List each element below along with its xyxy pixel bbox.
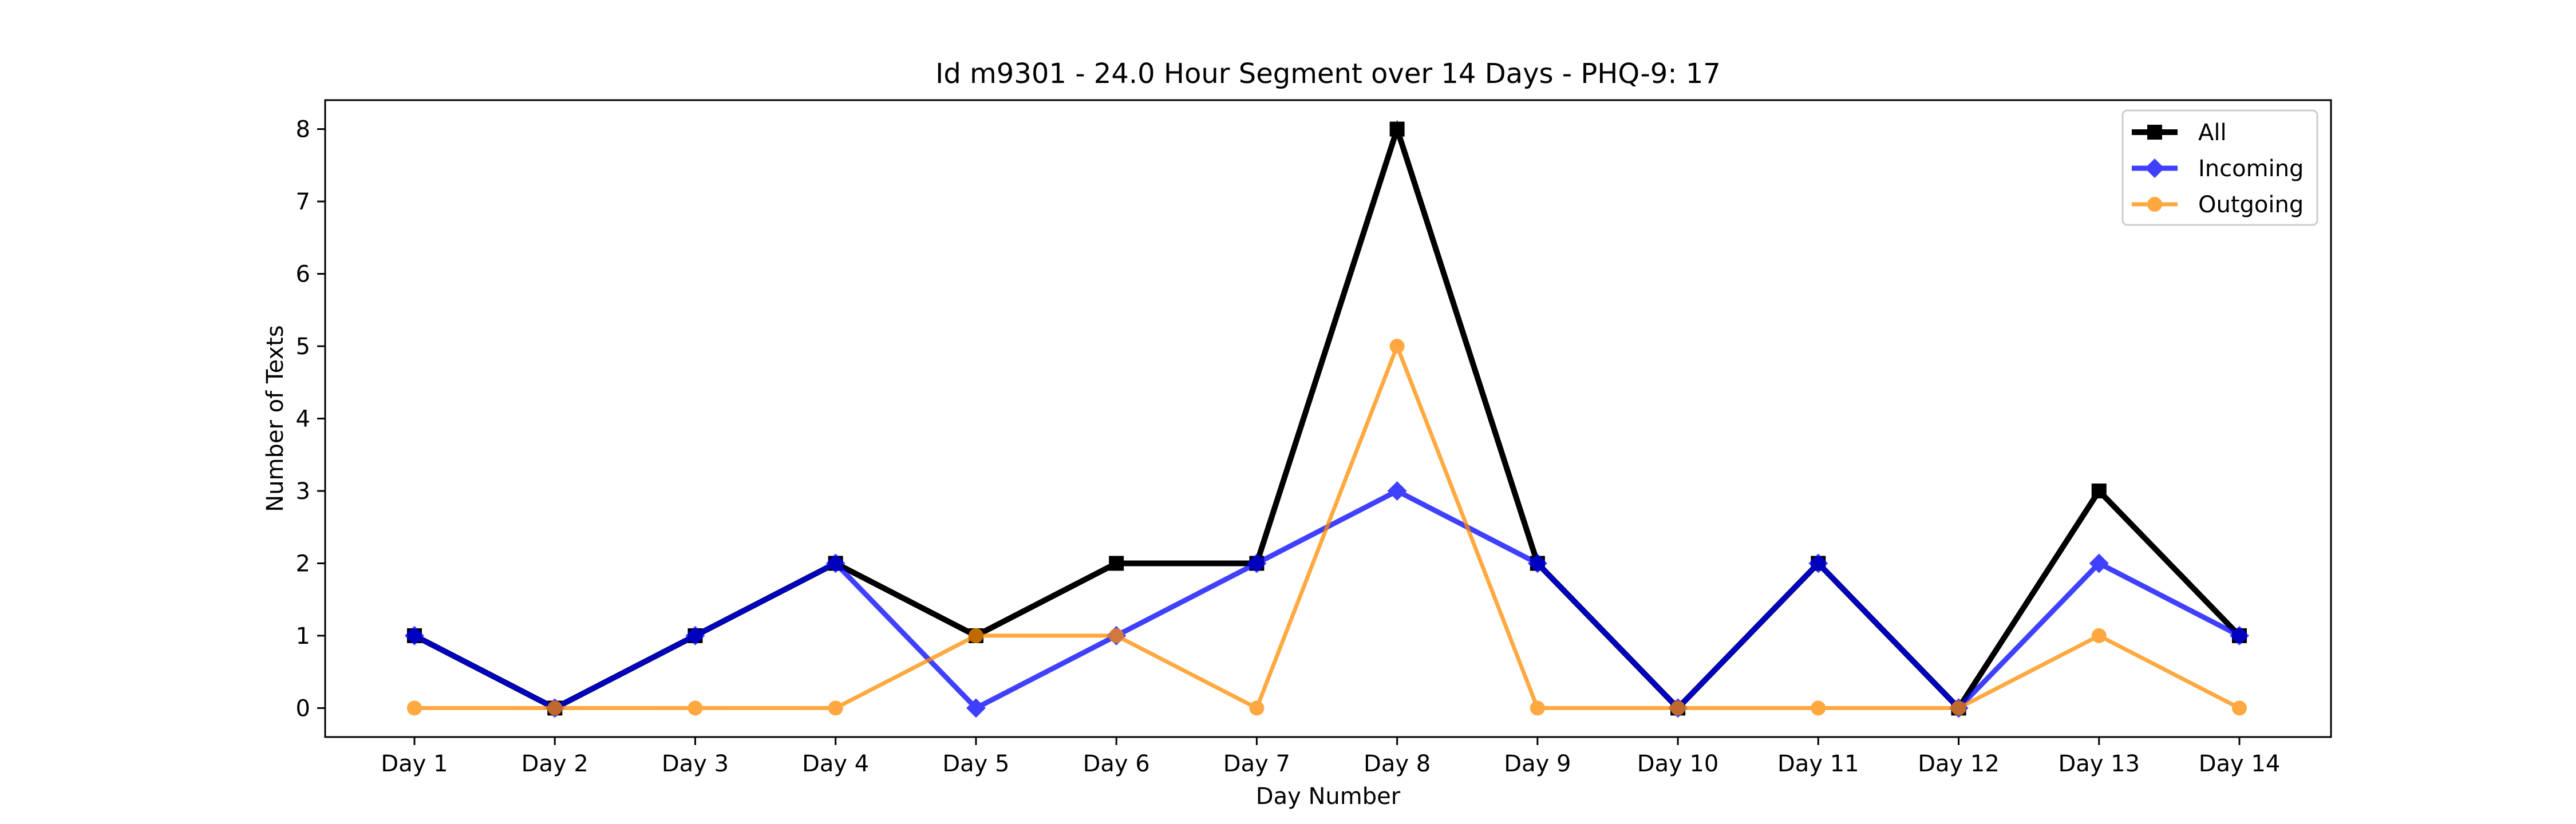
data-point <box>825 553 846 573</box>
data-point <box>1530 700 1545 716</box>
x-axis-label: Day Number <box>1256 783 1401 810</box>
data-point <box>2232 700 2247 716</box>
x-tick-label: Day 12 <box>1918 751 2000 777</box>
data-point <box>1951 700 1966 716</box>
x-tick-label: Day 8 <box>1364 751 1431 777</box>
x-tick-label: Day 5 <box>942 751 1009 777</box>
data-point <box>1808 553 1828 573</box>
legend-label: Outgoing <box>2198 192 2304 218</box>
data-point <box>2089 553 2109 573</box>
x-tick-label: Day 2 <box>521 751 588 777</box>
series-all <box>407 120 2247 716</box>
data-point <box>2091 483 2107 498</box>
y-tick-label: 4 <box>296 406 310 433</box>
legend-marker <box>2145 159 2164 178</box>
y-tick-label: 5 <box>296 334 310 360</box>
y-tick-label: 6 <box>296 262 310 288</box>
series-layer <box>405 120 2249 718</box>
x-tick-label: Day 4 <box>802 751 869 777</box>
series-outgoing <box>407 339 2247 716</box>
data-point <box>407 700 422 716</box>
data-point <box>2230 625 2249 645</box>
legend-box <box>2121 109 2318 226</box>
data-point <box>1109 556 1124 571</box>
data-point <box>1389 121 1405 137</box>
x-tick-label: Day 10 <box>1637 751 1719 777</box>
data-point <box>547 700 563 716</box>
data-point <box>968 628 983 643</box>
data-point <box>688 700 703 716</box>
series-line <box>414 340 2241 711</box>
y-tick-label: 2 <box>296 550 310 577</box>
y-axis: 0 1 2 3 4 5 6 7 8 <box>296 117 325 722</box>
legend-marker <box>2147 125 2162 140</box>
data-point <box>405 625 424 645</box>
chart-title: Id m9301 - 24.0 Hour Segment over 14 Day… <box>935 58 1721 90</box>
data-point <box>1249 700 1265 716</box>
data-point <box>828 700 843 716</box>
x-tick-label: Day 3 <box>662 751 729 777</box>
data-point <box>1811 700 1826 716</box>
data-point <box>1670 700 1686 716</box>
x-tick-label: Day 13 <box>2058 751 2140 777</box>
data-point <box>1109 628 1124 643</box>
legend-label: All <box>2198 120 2227 146</box>
data-point <box>966 698 986 718</box>
x-tick-label: Day 6 <box>1083 751 1150 777</box>
x-tick-label: Day 7 <box>1223 751 1290 777</box>
data-point <box>1387 481 1407 501</box>
x-tick-label: Day 11 <box>1777 751 1859 777</box>
data-point <box>1389 339 1405 354</box>
y-tick-label: 0 <box>296 695 310 722</box>
legend-label: Incoming <box>2198 156 2304 182</box>
y-axis-label: Number of Texts <box>262 325 289 512</box>
y-tick-label: 7 <box>296 189 310 215</box>
data-point <box>1247 553 1267 573</box>
x-tick-label: Day 14 <box>2199 751 2281 777</box>
legend-item <box>2132 197 2178 212</box>
data-point <box>685 625 705 645</box>
y-tick-label: 8 <box>296 117 310 143</box>
x-tick-label: Day 1 <box>381 751 448 777</box>
data-point <box>1527 553 1547 573</box>
legend-marker <box>2147 197 2162 212</box>
y-tick-label: 3 <box>296 478 310 505</box>
legend: All Incoming Outgoing <box>2121 109 2318 226</box>
y-tick-label: 1 <box>296 623 310 649</box>
series-line <box>413 120 2242 713</box>
x-axis: Day 1 Day 2 Day 3 Day 4 Day 5 Day 6 Day 7 Day 8… <box>381 737 2280 777</box>
legend-item <box>2132 159 2178 178</box>
data-point <box>2091 628 2107 643</box>
x-tick-label: Day 9 <box>1504 751 1571 777</box>
legend-item <box>2132 125 2178 140</box>
plot-area <box>324 99 2332 738</box>
